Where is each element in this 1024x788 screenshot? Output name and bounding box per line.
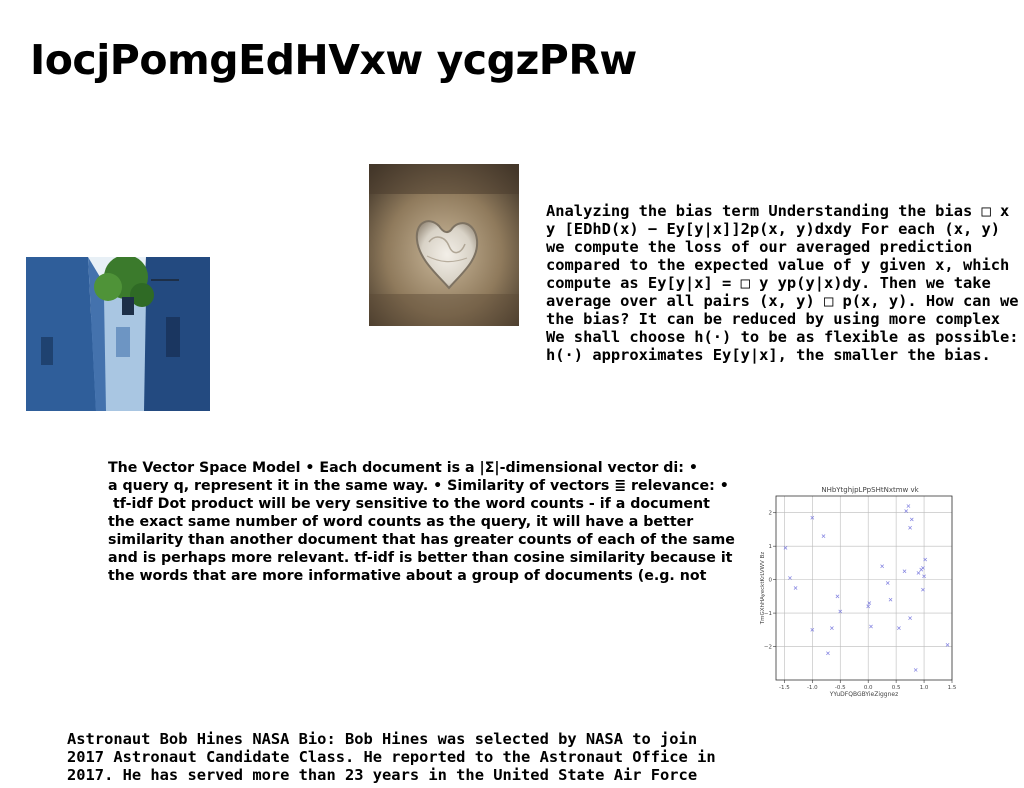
chart-tick-label-x: 0.5 [892, 685, 901, 691]
chart-point [866, 604, 871, 609]
chart-point [908, 616, 912, 620]
chart-tick-label-y: −1 [764, 611, 772, 617]
chart-point [821, 534, 826, 538]
chart-point [923, 557, 928, 562]
chart-points [783, 504, 950, 672]
chart-point [909, 517, 914, 522]
chart-tick-label-y: 1 [769, 544, 773, 550]
chart-tick-label-x: -0.5 [835, 685, 846, 691]
chart-tick-label-x: -1.0 [807, 685, 818, 691]
chart-ticks: -1.5 -1.0 -0.5 0.0 0.5 1.0 1.5 −2 −1 0 1 2 [764, 511, 956, 691]
chart-point [888, 597, 893, 602]
photo-alley-icon [26, 257, 210, 411]
bias-line: Analyzing the bias term Understanding th… [546, 202, 1010, 220]
chart-point [783, 546, 788, 550]
chart-tick-label-x: 1.0 [920, 685, 929, 691]
chart-x-axis-label: YYuDFQBGBYieZiggnez [829, 691, 899, 698]
bias-line: h(·) approximates Ey[y|x], the smaller t… [546, 346, 991, 364]
chart-point [904, 509, 909, 513]
vsm-line: the exact same number of word counts as … [108, 514, 694, 530]
chart-tick-label-y: 0 [769, 578, 773, 584]
chart-tick-label-x: 1.5 [948, 685, 956, 691]
chart-point [922, 574, 926, 579]
chart-tick-label-y: 2 [769, 511, 773, 517]
chart-point [838, 609, 843, 614]
astronaut-line: 2017. He has served more than 23 years i… [67, 766, 698, 784]
bias-line: the bias? It can be reduced by using mor… [546, 310, 1001, 328]
chart-point [902, 569, 907, 574]
vsm-line: tf-idf Dot product will be very sensitiv… [108, 496, 710, 512]
chart-grid [776, 496, 953, 680]
chart-y-axis-label: TmGXhHAyecktKrLVWV Bz [760, 552, 766, 626]
chart-point [916, 571, 921, 575]
chart-point [885, 581, 890, 585]
chart-point [830, 626, 834, 630]
chart-point [908, 525, 912, 530]
photo-stone-icon [369, 164, 519, 326]
chart-tick-label-x: -1.5 [779, 685, 790, 691]
vsm-line: and is perhaps more relevant. tf-idf is … [108, 550, 733, 566]
bias-line: average over all pairs (x, y) □ p(x, y).… [546, 292, 1019, 310]
chart-point [913, 668, 918, 672]
chart-tick-label-y: −2 [764, 645, 772, 651]
chart-point [835, 594, 840, 599]
chart-title: NHbYtghjpLPpSHtNxtmw vk [821, 486, 919, 494]
chart-point [810, 515, 815, 520]
bias-line: y [EDhD(x) − Ey[y|x]]2p(x, y)dxdy For ea… [546, 220, 1001, 238]
chart-point [869, 624, 873, 629]
vsm-line: The Vector Space Model • Each document i… [108, 460, 698, 476]
chart-point [867, 601, 872, 605]
chart-tick-label-x: 0.0 [864, 685, 873, 691]
bias-line: compute as Ey[y|x] = □ y yp(y|x)dy. Then… [546, 274, 991, 292]
chart-point [826, 651, 830, 656]
bias-term-paragraph: Analyzing the bias term Understanding th… [546, 202, 1024, 364]
vsm-line: a query q, represent it in the same way.… [108, 478, 729, 494]
astronaut-line: 2017 Astronaut Candidate Class. He repor… [67, 748, 716, 766]
chart-point [788, 576, 792, 580]
chart-point [906, 504, 911, 508]
chart-point [880, 564, 885, 569]
chart-point [945, 643, 950, 647]
page-title: IocjPomgEdHVxw ycgzPRw [30, 36, 637, 84]
chart-point [810, 627, 815, 632]
vector-space-model-paragraph: The Vector Space Model • Each document i… [108, 459, 750, 585]
chart-point [897, 626, 901, 630]
chart-point [793, 586, 798, 590]
scatter-chart: NHbYtghjpLPpSHtNxtmw vk -1.5 -1.0 -0.5 0.0 0… [760, 486, 956, 698]
astronaut-line: Astronaut Bob Hines NASA Bio: Bob Hines … [67, 730, 698, 748]
astronaut-bio-paragraph: Astronaut Bob Hines NASA Bio: Bob Hines … [67, 730, 727, 784]
chart-plot-area [775, 495, 953, 681]
vsm-line: the words that are more informative abou… [108, 568, 707, 584]
vsm-line: similarity than another document that ha… [108, 532, 735, 548]
bias-line: we compute the loss of our averaged pred… [546, 238, 973, 256]
bias-line: We shall choose h(·) to be as flexible a… [546, 328, 1024, 346]
chart-point [921, 566, 925, 570]
bias-line: compared to the expected value of y give… [546, 256, 1010, 274]
chart-point [921, 587, 925, 592]
